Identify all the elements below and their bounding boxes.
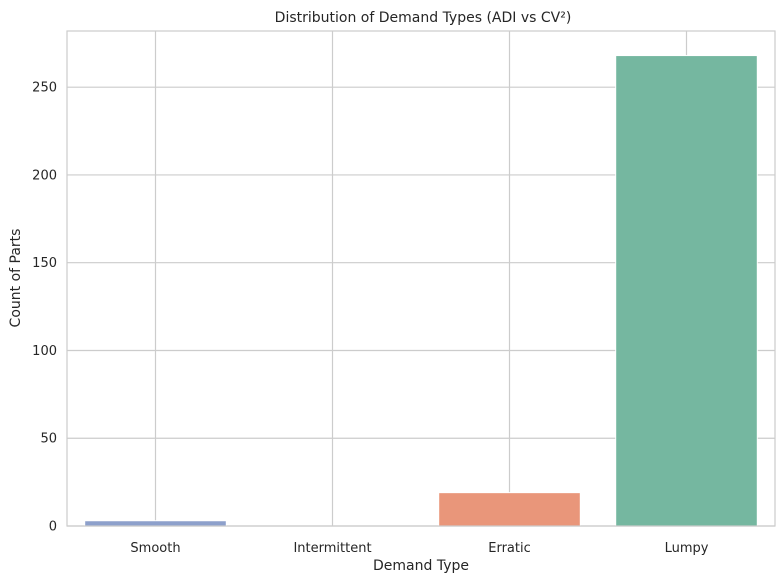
bar-lumpy <box>615 55 758 527</box>
bars <box>84 55 758 527</box>
x-axis-label: Demand Type <box>373 558 469 574</box>
x-tick-label: Lumpy <box>665 541 709 556</box>
y-tick-label: 50 <box>40 432 57 447</box>
x-tick-label: Erratic <box>488 541 531 556</box>
x-axis-ticks: Smooth Intermittent Erratic Lumpy <box>130 541 708 556</box>
y-axis-ticks: 0 50 100 150 200 250 <box>32 81 57 535</box>
y-tick-label: 0 <box>49 520 57 535</box>
y-tick-label: 200 <box>32 168 57 183</box>
y-tick-label: 250 <box>32 81 57 96</box>
x-tick-label: Intermittent <box>293 541 371 556</box>
bar-smooth <box>84 520 227 527</box>
bar-erratic <box>438 492 581 527</box>
y-tick-label: 100 <box>32 344 57 359</box>
y-axis-label: Count of Parts <box>8 229 24 328</box>
chart-title: Distribution of Demand Types (ADI vs CV²… <box>275 10 572 26</box>
y-tick-label: 150 <box>32 256 57 271</box>
x-tick-label: Smooth <box>130 541 180 556</box>
plot-frame <box>66 30 776 527</box>
